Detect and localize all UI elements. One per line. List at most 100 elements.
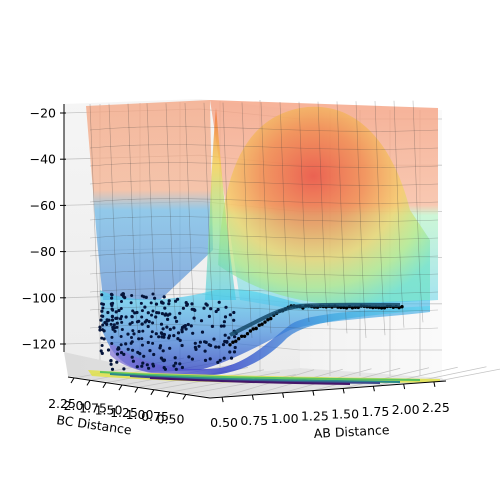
trajectory-point	[173, 356, 177, 360]
trajectory-point	[203, 340, 207, 344]
trajectory-point	[251, 327, 255, 331]
trajectory-point	[105, 318, 109, 322]
trajectory-point	[106, 348, 111, 352]
trajectory-point	[228, 343, 232, 347]
mesh-line	[222, 102, 234, 336]
trajectory-point	[216, 360, 220, 364]
trajectory-point	[140, 309, 144, 313]
trajectory-point	[109, 322, 113, 326]
trajectory-point	[379, 306, 384, 310]
mesh-line	[89, 270, 439, 276]
trajectory-point	[162, 332, 166, 337]
trajectory-point	[154, 332, 158, 336]
bc-tick-mark	[86, 380, 91, 386]
trajectory-point	[242, 334, 247, 338]
bc-tick-mark	[166, 391, 171, 398]
trajectory-point	[140, 337, 144, 341]
trajectory-point	[120, 293, 124, 297]
mesh-line	[89, 103, 101, 331]
trajectory-point	[180, 365, 184, 370]
trajectory-point	[101, 328, 105, 332]
trajectory-point	[208, 357, 212, 361]
trajectory-point	[129, 341, 133, 345]
bc-tick-mark	[150, 389, 155, 396]
trajectory-point	[160, 301, 164, 305]
trajectory-point	[100, 314, 104, 318]
trajectory-point	[151, 362, 155, 366]
trajectory-point	[168, 346, 172, 350]
trajectory-point	[119, 299, 123, 303]
trajectory-point	[205, 303, 209, 307]
trajectory-tube	[229, 302, 401, 337]
trajectory-point	[133, 311, 137, 315]
trajectory-point	[223, 315, 228, 319]
trajectory-point	[174, 367, 178, 371]
ab-tick-label: 0.50	[210, 415, 238, 430]
z-tick-label: −120	[22, 337, 56, 352]
bc-tick-label: 2.00	[64, 398, 92, 413]
trajectory-point	[166, 317, 170, 321]
trajectory-point	[141, 329, 145, 333]
energy-surface	[86, 100, 439, 377]
mesh-line	[127, 103, 139, 338]
ab-tick-mark	[312, 390, 315, 396]
trajectory-point	[129, 301, 133, 305]
trajectory-point	[150, 313, 154, 317]
trajectory-point	[120, 314, 124, 318]
contour-projection	[88, 370, 440, 385]
mesh-line	[412, 100, 424, 323]
ab-tick-mark	[372, 386, 375, 392]
surface-valley	[100, 288, 430, 372]
trajectory-point	[178, 338, 182, 342]
trajectory-point	[174, 361, 178, 365]
trajectory-point	[119, 351, 124, 355]
ab-tick-mark	[342, 388, 345, 394]
trajectory-point	[154, 315, 158, 319]
trajectory-point	[126, 347, 130, 351]
trajectory-point	[186, 322, 190, 327]
surface-channel	[110, 306, 430, 377]
trajectory-point	[207, 314, 211, 318]
trajectory-point	[227, 336, 231, 340]
trajectory-point	[110, 296, 114, 300]
trajectory-point	[115, 360, 119, 364]
trajectory-point	[161, 327, 165, 331]
trajectory-point	[151, 309, 155, 313]
trajectory-point	[172, 364, 176, 368]
trajectory-point	[131, 309, 135, 313]
trajectory-point	[165, 325, 169, 329]
z-tick-label: −20	[30, 106, 56, 121]
trajectory-point	[131, 359, 135, 363]
mesh-line	[336, 101, 348, 334]
trajectory-point	[137, 337, 141, 341]
trajectory-point	[153, 296, 157, 300]
trajectory-point	[116, 346, 121, 350]
trajectory-point	[180, 330, 184, 334]
trajectory-point	[115, 321, 119, 325]
trajectory-point	[200, 330, 205, 334]
trajectory-point	[225, 340, 229, 344]
surface-left-wall	[86, 100, 213, 300]
trajectory-point	[140, 294, 144, 298]
trajectory-point	[210, 324, 214, 328]
trajectory-point	[159, 331, 163, 335]
trajectory-point	[140, 322, 144, 326]
trajectory-point	[180, 343, 184, 348]
ab-tick-label: 2.25	[422, 400, 450, 415]
trajectory-point	[229, 356, 234, 360]
ab-tick-mark	[433, 381, 436, 387]
trajectory-point	[101, 306, 105, 310]
trajectory-point	[110, 293, 114, 297]
trajectory-point	[113, 329, 117, 333]
trajectory-point	[110, 315, 114, 319]
trajectory-point	[178, 362, 182, 366]
trajectory-point	[181, 306, 185, 310]
trajectory-point	[131, 348, 135, 352]
trajectory-point	[100, 351, 104, 355]
ab-axis-ticks: 0.50 0.75 1.00 1.25 1.50 1.75 2.00 2.25	[210, 381, 450, 430]
surface-dome	[218, 106, 430, 305]
trajectory-point	[257, 323, 261, 327]
ab-tick-label: 1.50	[331, 406, 359, 421]
trajectory-point	[174, 299, 178, 303]
trajectory-point	[222, 324, 226, 328]
